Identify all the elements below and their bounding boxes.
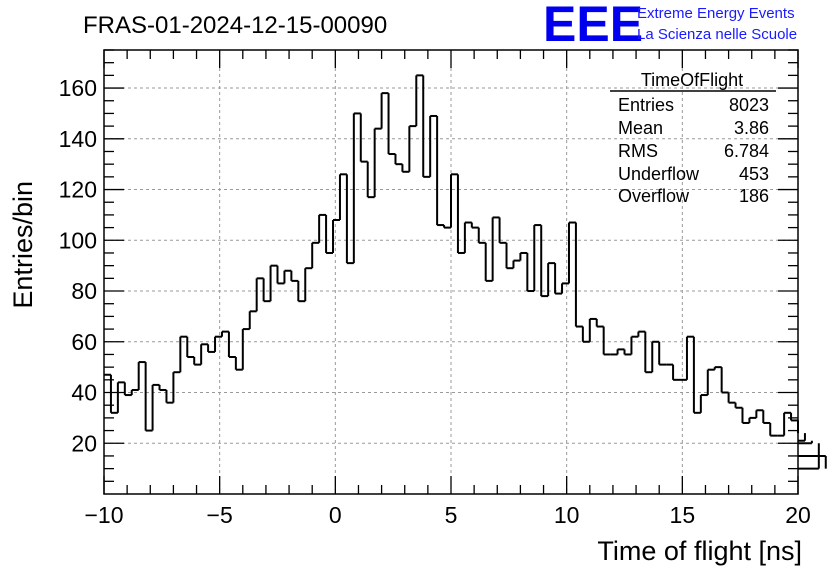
stats-box: TimeOfFlight Entries 8023 Mean 3.86 RMS … (610, 70, 776, 206)
x-tick-label: 20 (785, 502, 811, 528)
x-tick-label: 10 (554, 502, 580, 528)
y-tick-label: 160 (59, 75, 97, 101)
stats-value-entries: 8023 (729, 95, 769, 115)
stats-value-underflow: 453 (739, 164, 769, 184)
y-tick-label: 40 (71, 380, 97, 406)
x-axis-title: Time of flight [ns] (597, 536, 802, 566)
x-tick-label: 15 (670, 502, 696, 528)
y-tick-label: 80 (71, 278, 97, 304)
y-tick-label: 120 (59, 177, 97, 203)
logo-line2: La Scienza nelle Scuole (637, 26, 797, 43)
x-tick-label: −5 (207, 502, 233, 528)
y-tick-label: 100 (59, 227, 97, 253)
y-axis-title: Entries/bin (8, 181, 38, 309)
logo-line1: Extreme Energy Events (637, 5, 795, 22)
logo-mark: EEE (543, 0, 643, 52)
y-tick-label: 140 (59, 126, 97, 152)
axis-ticks (103, 49, 799, 494)
stats-label-underflow: Underflow (618, 164, 700, 184)
stats-label-mean: Mean (618, 118, 663, 138)
x-tick-labels: −10 −5 0 5 10 15 20 (84, 502, 810, 528)
stats-value-overflow: 186 (739, 186, 769, 206)
grid (104, 50, 798, 494)
x-tick-label: 0 (329, 502, 342, 528)
chart-title: FRAS-01-2024-12-15-00090 (83, 12, 387, 39)
y-tick-label: 20 (71, 430, 97, 456)
stats-label-overflow: Overflow (618, 186, 690, 206)
eee-logo: EEE Extreme Energy Events La Scienza nel… (543, 0, 797, 52)
y-tick-labels: 20 40 60 80 100 120 140 160 (59, 75, 97, 456)
stats-label-entries: Entries (618, 95, 674, 115)
stats-name: TimeOfFlight (641, 70, 743, 90)
y-tick-label: 60 (71, 329, 97, 355)
x-tick-label: −10 (84, 502, 123, 528)
stats-label-rms: RMS (618, 141, 658, 161)
x-tick-label: 5 (445, 502, 458, 528)
stats-value-rms: 6.784 (724, 141, 769, 161)
stats-value-mean: 3.86 (734, 118, 769, 138)
histogram (104, 74, 827, 470)
